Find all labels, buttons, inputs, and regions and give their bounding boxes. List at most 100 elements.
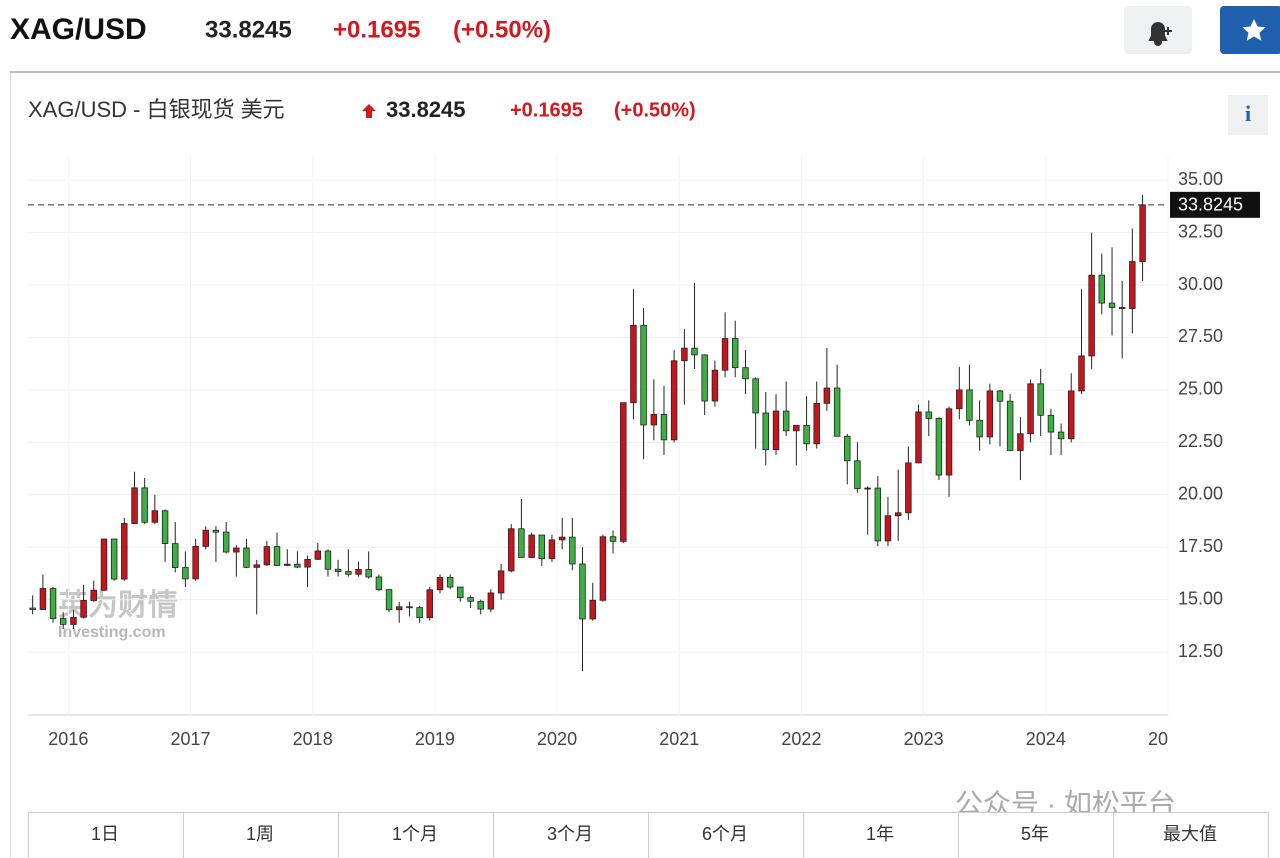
- candle-body: [538, 534, 546, 559]
- candle-body: [569, 536, 576, 565]
- candle-body: [935, 418, 943, 476]
- candle-body: [436, 577, 444, 591]
- info-button[interactable]: [1228, 95, 1268, 135]
- range-button-label: 最大值: [1163, 824, 1217, 844]
- candle-body: [956, 389, 963, 410]
- candle-body: [202, 529, 210, 547]
- x-tick-label: 2021: [659, 729, 699, 749]
- watermark: Investing.com: [58, 624, 166, 641]
- candle-body: [426, 589, 433, 619]
- candle-body: [1068, 390, 1075, 440]
- candle-body: [1118, 307, 1126, 309]
- range-button[interactable]: [1113, 812, 1269, 858]
- candle-body: [39, 588, 47, 610]
- candle-body: [1088, 274, 1095, 357]
- x-tick-label: 2023: [904, 729, 944, 749]
- chart-title: XAG/USD - 白银现货 美元: [28, 97, 285, 122]
- y-tick-label: 35.00: [1178, 169, 1223, 189]
- candle-body: [966, 389, 973, 421]
- change-pct: (+0.50%): [453, 16, 551, 43]
- candle-body: [823, 387, 831, 404]
- range-button[interactable]: [493, 812, 649, 858]
- candle-body: [80, 600, 87, 618]
- candle-body: [172, 543, 179, 568]
- candle-body: [620, 402, 627, 542]
- candle-body: [548, 539, 556, 559]
- x-tick-label: 2019: [415, 729, 455, 749]
- candle-body: [772, 410, 780, 451]
- candle-body: [589, 599, 596, 620]
- x-tick-label: 2016: [48, 729, 88, 749]
- candle-body: [986, 390, 994, 438]
- candle-body: [833, 387, 841, 437]
- candle-body: [487, 592, 495, 610]
- last-price-box: [1170, 191, 1260, 218]
- candle-body: [406, 606, 413, 609]
- candle-body: [650, 414, 658, 426]
- candle-body: [701, 354, 708, 402]
- candle-body: [894, 512, 902, 517]
- candle-body: [70, 616, 77, 625]
- candle-body: [395, 606, 403, 611]
- range-button-label: 5年: [1021, 824, 1049, 844]
- candle-body: [284, 563, 291, 566]
- candle-body: [844, 435, 851, 462]
- candle-body: [996, 390, 1004, 402]
- candle-body: [1098, 274, 1105, 304]
- candle-body: [457, 586, 464, 598]
- candle-body: [467, 597, 474, 602]
- price: 33.8245: [205, 16, 292, 43]
- candle-body: [355, 569, 362, 575]
- up-arrow: [362, 104, 376, 118]
- y-tick-label: 32.50: [1178, 221, 1223, 241]
- candle-body: [110, 538, 118, 580]
- candle-body: [100, 538, 108, 591]
- candle-body: [253, 564, 260, 568]
- candle-body: [212, 529, 220, 533]
- candle-body: [365, 569, 372, 578]
- candle-body: [752, 378, 759, 414]
- range-button-label: 3个月: [547, 824, 593, 844]
- candle-body: [640, 324, 647, 426]
- chart-change: +0.1695: [510, 99, 583, 121]
- candle-body: [121, 523, 128, 580]
- candle-body: [803, 424, 810, 445]
- candle-body: [731, 338, 739, 369]
- range-button[interactable]: [183, 812, 339, 858]
- candle-body: [1078, 355, 1085, 392]
- range-button-label: 1周: [246, 824, 274, 844]
- candle-body: [324, 550, 332, 570]
- range-button[interactable]: [958, 812, 1114, 858]
- candle-body: [813, 402, 820, 445]
- change: +0.1695: [333, 16, 420, 43]
- candle-body: [905, 462, 912, 514]
- candle-body: [1017, 433, 1024, 451]
- candle-body: [334, 568, 342, 572]
- x-tick-label: 2024: [1026, 729, 1066, 749]
- candle-body: [691, 347, 698, 356]
- candle-body: [294, 563, 301, 568]
- candle-body: [131, 487, 138, 524]
- range-button[interactable]: [648, 812, 804, 858]
- candle-body: [1057, 431, 1065, 440]
- last-price-label: 33.8245: [1178, 195, 1243, 215]
- candle-body: [599, 536, 607, 601]
- candle-body: [243, 547, 250, 568]
- candle-body: [222, 531, 230, 553]
- candle-body: [90, 589, 97, 601]
- symbol: XAG/USD: [10, 13, 147, 46]
- candle-body: [345, 571, 352, 575]
- candle-body: [416, 607, 423, 619]
- candle-body: [273, 546, 281, 566]
- y-tick-label: 30.00: [1178, 274, 1223, 294]
- candle-body: [385, 589, 393, 611]
- candle-body: [609, 536, 617, 542]
- x-tick-label: 2025: [1148, 729, 1188, 749]
- candle-body: [182, 567, 189, 580]
- range-button[interactable]: [338, 812, 494, 858]
- y-tick-label: 12.50: [1178, 641, 1223, 661]
- watermark: 英为财情: [58, 589, 178, 622]
- candle-body: [233, 547, 240, 553]
- candle-body: [263, 546, 271, 566]
